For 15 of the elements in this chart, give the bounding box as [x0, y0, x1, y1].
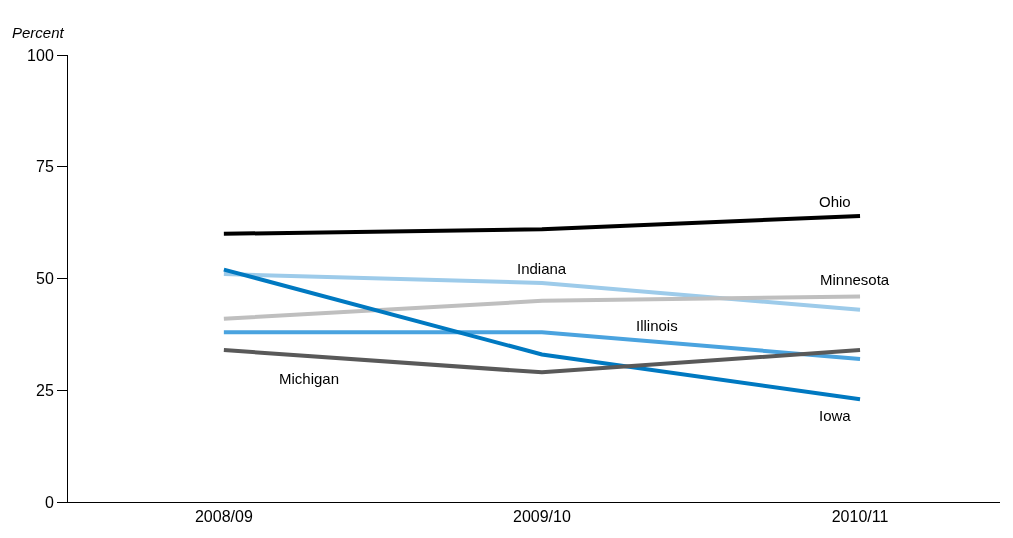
y-tick-label: 0 [44, 493, 54, 511]
series-label: Ohio [819, 193, 851, 210]
series-label: Minnesota [820, 271, 890, 288]
series-label: Iowa [819, 407, 852, 424]
x-tick-label: 2010/11 [831, 508, 889, 526]
y-axis-title: Percent [12, 24, 65, 41]
y-tick-label: 50 [36, 270, 54, 288]
x-tick-label: 2009/10 [513, 508, 571, 526]
y-tick-label: 100 [27, 46, 54, 64]
x-tick-label: 2008/09 [194, 508, 253, 526]
series-label: Michigan [279, 370, 340, 387]
series-label: Illinois [636, 317, 678, 334]
y-tick-label: 75 [36, 158, 54, 176]
y-tick-label: 25 [36, 381, 54, 399]
series-label: Indiana [517, 260, 567, 277]
